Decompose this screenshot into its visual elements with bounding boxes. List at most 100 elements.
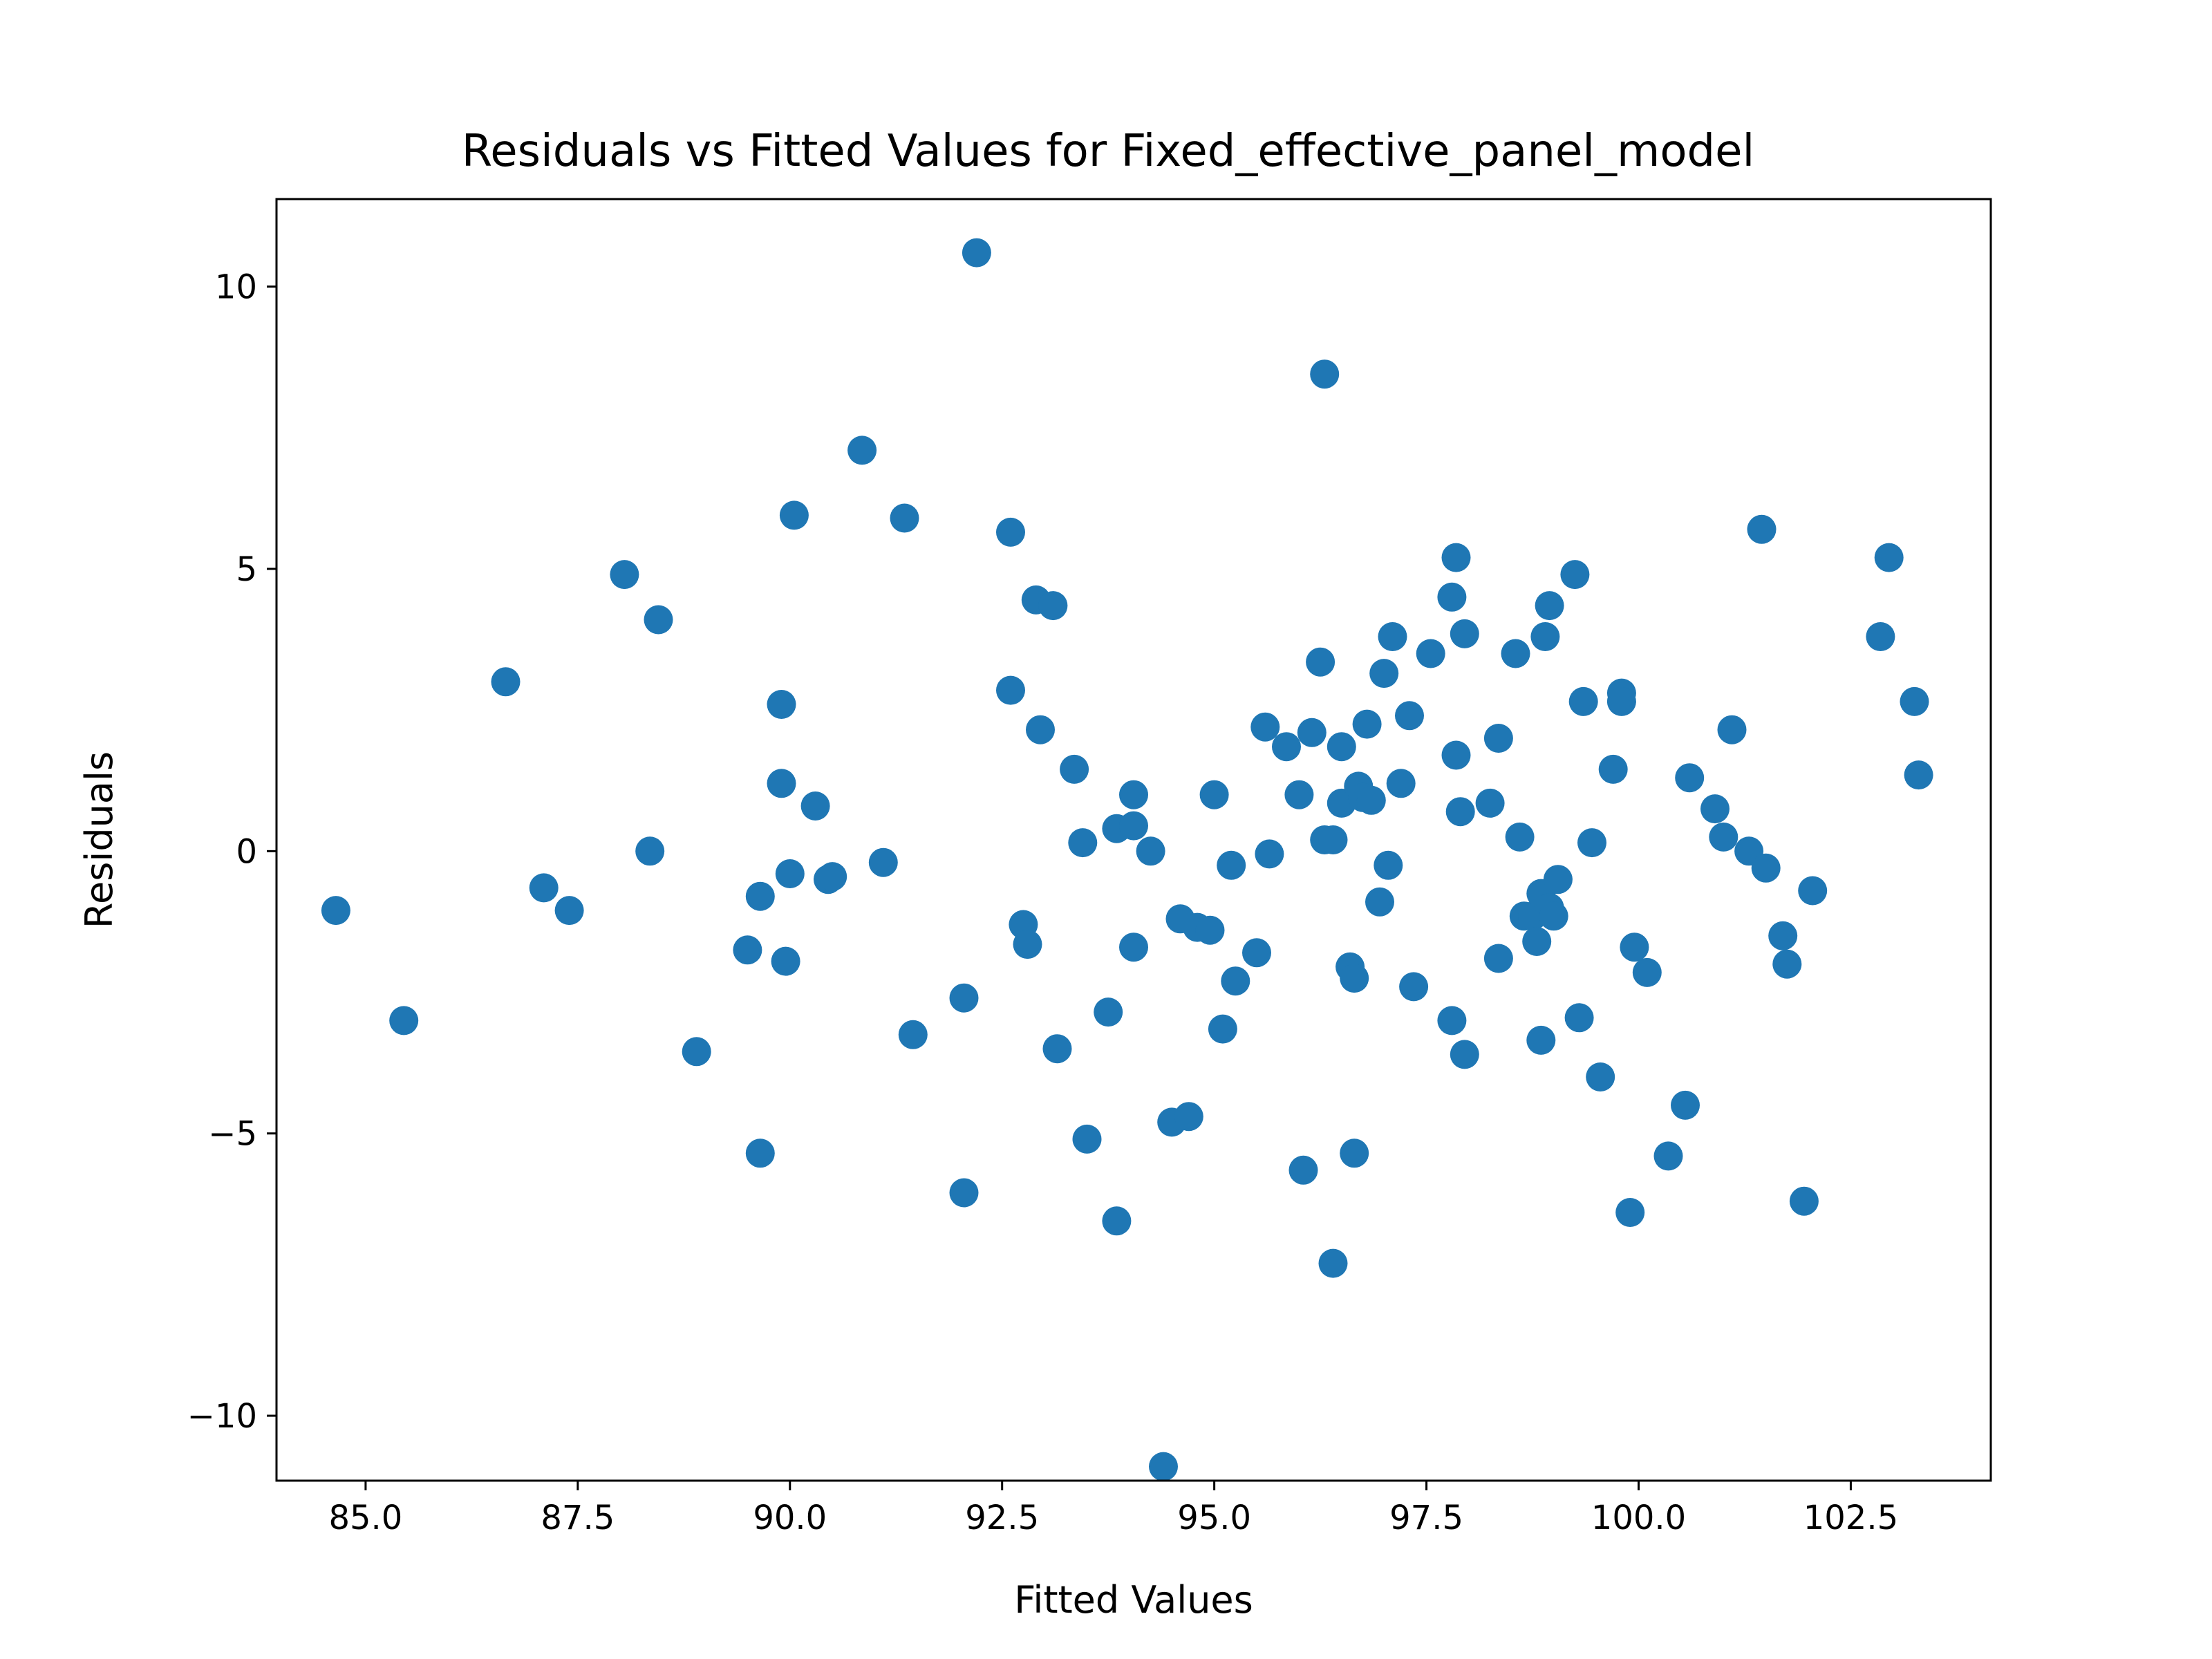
data-point-24: [949, 983, 979, 1013]
data-point-37: [1072, 1124, 1102, 1154]
data-point-9: [733, 935, 762, 965]
data-point-22: [890, 503, 919, 533]
data-point-81: [1395, 701, 1424, 731]
data-point-111: [1598, 754, 1628, 784]
y-tick-label: 10: [215, 268, 257, 307]
data-point-6: [635, 836, 665, 866]
data-point-121: [1709, 822, 1738, 852]
data-point-2: [491, 667, 521, 697]
x-tick-label: 102.5: [1803, 1499, 1898, 1537]
data-point-60: [1288, 1155, 1318, 1185]
data-point-126: [1768, 921, 1798, 950]
data-point-79: [1378, 622, 1407, 651]
data-point-93: [1483, 944, 1513, 973]
data-point-15: [775, 859, 805, 888]
data-point-91: [1475, 788, 1505, 818]
data-point-78: [1374, 850, 1403, 880]
data-point-19: [818, 862, 847, 892]
x-tick-label: 97.5: [1389, 1499, 1463, 1537]
data-point-53: [1217, 850, 1246, 880]
y-tick-label: 0: [236, 832, 257, 871]
data-point-131: [1874, 543, 1904, 572]
data-point-62: [1306, 647, 1335, 677]
data-point-4: [554, 896, 584, 926]
data-point-38: [1094, 997, 1123, 1027]
data-point-61: [1297, 718, 1327, 747]
y-axis-label: Residuals: [77, 751, 121, 928]
data-point-92: [1483, 724, 1513, 753]
data-point-55: [1242, 938, 1271, 968]
data-point-65: [1318, 825, 1348, 854]
data-point-124: [1747, 514, 1777, 544]
y-axis: 10 5 0 −5 −10: [187, 268, 276, 1436]
data-point-98: [1522, 927, 1552, 956]
x-tick-label: 90.0: [753, 1499, 827, 1537]
data-point-35: [1060, 754, 1089, 784]
data-point-5: [610, 560, 639, 590]
data-point-84: [1437, 1006, 1467, 1035]
data-point-74: [1352, 709, 1382, 739]
data-point-66: [1318, 1248, 1348, 1278]
data-point-34: [1042, 1034, 1072, 1064]
data-point-52: [1208, 1014, 1237, 1044]
data-point-12: [767, 769, 796, 798]
data-point-20: [847, 435, 877, 465]
points-layer: [321, 238, 1933, 1481]
data-point-26: [962, 238, 991, 268]
data-point-23: [898, 1020, 928, 1049]
data-point-3: [529, 873, 559, 903]
data-point-17: [800, 791, 830, 821]
data-point-83: [1416, 639, 1445, 668]
x-axis-label: Fitted Values: [1014, 1578, 1253, 1622]
data-point-59: [1284, 780, 1314, 809]
x-tick-label: 87.5: [541, 1499, 615, 1537]
data-point-117: [1653, 1141, 1683, 1171]
data-point-102: [1535, 591, 1564, 621]
data-point-82: [1399, 972, 1429, 1002]
data-point-77: [1369, 659, 1399, 688]
data-point-11: [745, 1138, 775, 1168]
data-point-44: [1136, 836, 1165, 866]
y-tick-label: 5: [236, 550, 257, 589]
data-point-50: [1195, 915, 1225, 945]
data-point-25: [949, 1178, 979, 1208]
data-point-87: [1441, 740, 1471, 770]
data-point-8: [682, 1037, 711, 1067]
data-point-127: [1772, 949, 1802, 979]
data-point-132: [1900, 686, 1929, 716]
data-point-67: [1327, 732, 1356, 762]
data-point-89: [1450, 619, 1479, 648]
data-point-105: [1543, 865, 1573, 894]
data-point-80: [1386, 769, 1416, 798]
data-point-130: [1866, 622, 1895, 651]
data-point-32: [1026, 715, 1055, 744]
data-point-129: [1798, 876, 1828, 906]
data-point-115: [1620, 932, 1649, 962]
data-point-122: [1717, 715, 1747, 744]
data-point-0: [321, 896, 350, 926]
data-point-88: [1445, 797, 1475, 827]
x-tick-label: 95.0: [1177, 1499, 1251, 1537]
data-point-75: [1356, 785, 1386, 815]
x-tick-label: 100.0: [1591, 1499, 1686, 1537]
chart-title: Residuals vs Fitted Values for Fixed_eff…: [462, 126, 1755, 177]
data-point-21: [868, 847, 898, 877]
data-point-45: [1149, 1452, 1178, 1481]
data-point-58: [1272, 732, 1301, 762]
data-point-99: [1526, 1025, 1556, 1055]
data-point-94: [1501, 639, 1530, 668]
data-point-70: [1340, 964, 1369, 993]
x-tick-label: 92.5: [965, 1499, 1039, 1537]
data-point-108: [1568, 686, 1598, 716]
data-point-41: [1119, 780, 1148, 809]
data-point-101: [1530, 622, 1560, 651]
data-point-10: [745, 881, 775, 911]
data-point-33: [1038, 591, 1068, 621]
data-point-109: [1577, 828, 1606, 858]
data-point-113: [1606, 686, 1636, 716]
data-point-125: [1751, 853, 1781, 883]
data-point-27: [996, 517, 1025, 547]
data-point-16: [779, 500, 809, 530]
data-point-30: [1013, 930, 1042, 959]
